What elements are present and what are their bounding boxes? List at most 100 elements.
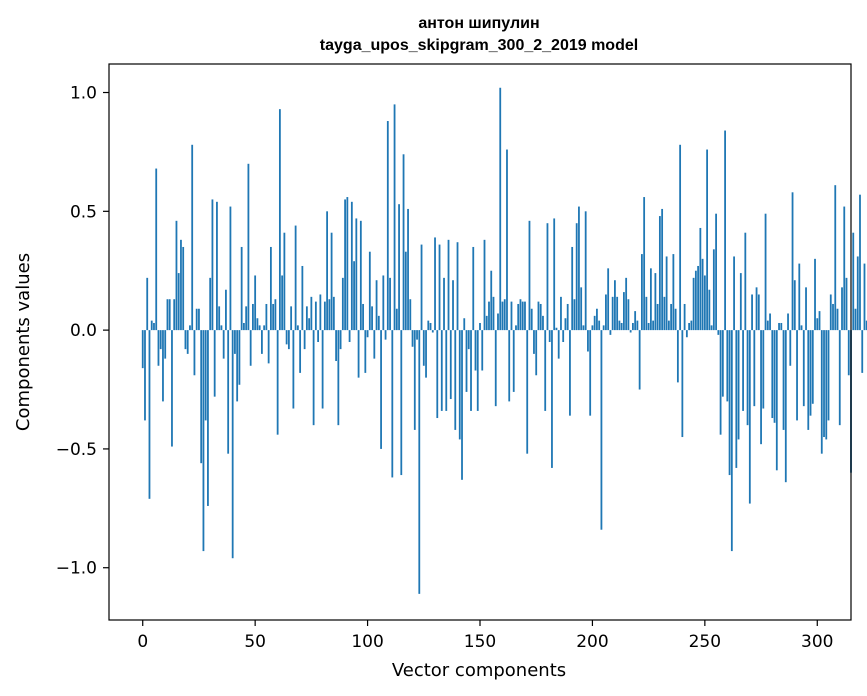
bar [739, 273, 742, 331]
bar [508, 330, 511, 402]
bar [189, 325, 191, 331]
bar [301, 265, 304, 331]
bar [506, 149, 508, 331]
bar [267, 330, 270, 364]
bar [150, 320, 153, 331]
bar [760, 330, 762, 445]
bar [764, 213, 767, 331]
bar [503, 299, 506, 331]
y-tick-label: 1.0 [70, 84, 97, 104]
bar [425, 330, 427, 378]
bar [180, 239, 182, 331]
bar [272, 303, 275, 331]
bar [384, 330, 387, 340]
bar [719, 330, 722, 435]
bar [562, 330, 565, 342]
bar [802, 330, 805, 407]
bar [225, 289, 227, 331]
bar [416, 330, 418, 340]
bar [800, 325, 803, 331]
bar [679, 144, 682, 331]
bar [589, 330, 592, 416]
bar [389, 277, 391, 331]
y-axis-ticks: −1.0 −0.5 0.0 0.5 1.0 [56, 84, 109, 579]
bar [670, 303, 673, 331]
bar [787, 313, 789, 331]
bar [605, 294, 607, 331]
bar [398, 204, 400, 331]
bar [843, 206, 846, 331]
bar [778, 322, 780, 331]
bar [234, 330, 236, 354]
bar [314, 301, 317, 331]
bar [629, 330, 632, 333]
bar [832, 303, 834, 331]
bar [751, 294, 753, 331]
bar [703, 275, 706, 331]
bar [724, 130, 726, 331]
bar [820, 330, 823, 454]
bar [377, 315, 380, 331]
bar [647, 322, 650, 331]
bar [587, 330, 589, 352]
bar [791, 192, 794, 331]
bar [863, 263, 866, 331]
bar [339, 330, 342, 350]
bar [834, 185, 837, 331]
bar [171, 330, 173, 447]
bar [391, 330, 394, 478]
x-tick-label: 250 [689, 632, 721, 652]
bar [551, 330, 553, 468]
bar [382, 275, 385, 331]
bar [728, 330, 731, 476]
bar [364, 330, 367, 373]
bar [463, 318, 466, 331]
bar [611, 296, 614, 331]
bar [207, 330, 209, 506]
bar [578, 206, 580, 331]
bar [726, 330, 729, 402]
bar [252, 303, 254, 331]
bar [656, 303, 659, 331]
bar [715, 213, 717, 331]
bar [249, 330, 252, 366]
bar [245, 306, 248, 331]
bar [717, 330, 720, 335]
bar [852, 232, 855, 331]
bar [730, 330, 733, 552]
bar [458, 330, 461, 440]
bar [429, 322, 432, 331]
bar [276, 330, 279, 435]
bar [566, 303, 569, 331]
bar [798, 263, 801, 331]
bar [544, 330, 547, 411]
bar [616, 296, 619, 331]
bar [418, 330, 421, 594]
bar [643, 197, 646, 331]
bar [263, 325, 266, 331]
y-tick-label: 0.5 [70, 202, 97, 222]
bar [148, 330, 151, 499]
bar [362, 303, 364, 331]
bar [533, 330, 535, 354]
bar [658, 216, 661, 331]
bar [515, 325, 517, 331]
bar [856, 256, 859, 331]
bar [634, 311, 637, 331]
bar [323, 301, 326, 331]
bar [409, 299, 412, 331]
bar [636, 320, 639, 331]
bar [769, 313, 771, 331]
bar [326, 211, 328, 331]
bar [694, 270, 697, 331]
bar [593, 315, 596, 331]
bar [676, 330, 679, 383]
bar [526, 330, 529, 454]
bar [645, 296, 648, 331]
bar [452, 280, 454, 331]
bar [571, 246, 574, 331]
bar [766, 320, 769, 331]
bar [431, 330, 434, 333]
bar [818, 311, 821, 331]
bar [218, 306, 221, 331]
